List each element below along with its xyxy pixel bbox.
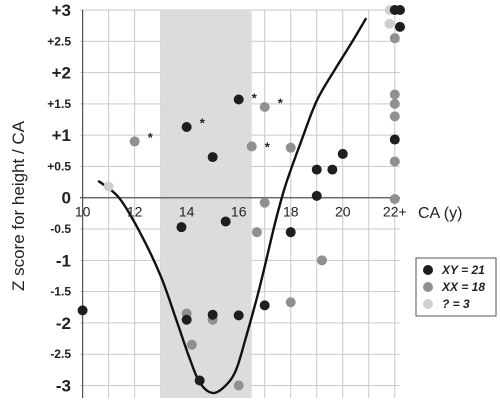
data-point	[176, 222, 187, 233]
data-point	[395, 21, 405, 32]
y-tick-label: +3	[52, 1, 71, 20]
data-point	[233, 310, 244, 321]
data-point	[311, 164, 322, 175]
data-point	[129, 136, 140, 147]
data-point	[233, 94, 244, 105]
data-point	[207, 152, 218, 163]
data-point	[389, 89, 400, 100]
legend-marker	[423, 299, 433, 309]
x-axis-label: CA (y)	[418, 205, 462, 222]
data-point	[285, 297, 296, 308]
data-point	[220, 216, 231, 227]
x-tick-label: 22+	[383, 204, 407, 220]
y-tick-label: +2	[52, 64, 71, 83]
legend-label: XY = 21	[441, 263, 485, 277]
y-tick-label: -1.5	[50, 285, 71, 299]
legend-marker	[423, 282, 433, 292]
data-point	[181, 122, 192, 133]
data-point	[186, 339, 197, 350]
data-point	[389, 134, 400, 145]
y-tick-label: +1	[52, 126, 71, 145]
data-point	[251, 227, 262, 238]
tick-labels: +3 +2.5 +2 +1.5 +1 +0.5 0 -0.5 -1 -1.5 -2 -2.5 -3 10 1…	[47, 1, 406, 395]
y-tick-label: +1.5	[47, 97, 71, 111]
data-point	[246, 141, 257, 152]
data-point	[327, 164, 338, 175]
y-tick-label: +0.5	[47, 159, 71, 173]
y-tick-label: -1	[56, 251, 71, 270]
y-axis-label: Z score for height / CA	[9, 120, 28, 291]
x-tick-label: 18	[283, 204, 299, 220]
data-point	[389, 33, 400, 44]
star-marker: *	[252, 91, 258, 106]
star-marker: *	[200, 116, 206, 131]
x-tick-label: 12	[127, 204, 143, 220]
data-point	[389, 98, 400, 109]
data-point	[389, 111, 400, 122]
data-point	[389, 156, 400, 167]
star-marker: *	[278, 96, 284, 111]
y-tick-label: -0.5	[50, 222, 71, 236]
data-point	[259, 102, 270, 112]
data-point	[285, 227, 296, 238]
data-point	[233, 380, 244, 391]
legend: XY = 21 XX = 18 ? = 3	[415, 257, 497, 317]
data-point	[207, 309, 218, 320]
data-point	[259, 300, 270, 311]
data-point	[389, 193, 400, 204]
legend-label: XX = 18	[441, 280, 485, 294]
data-point	[103, 181, 114, 192]
data-point	[181, 314, 192, 325]
star-marker: *	[265, 139, 271, 154]
data-point	[395, 5, 405, 15]
data-point	[77, 305, 88, 316]
axes	[80, 10, 400, 398]
data-point	[285, 142, 296, 153]
trend-curve-layer	[97, 17, 368, 395]
data-point	[194, 375, 205, 386]
x-tick-label: 16	[231, 204, 247, 220]
star-marker: *	[148, 130, 154, 145]
y-tick-label: 0	[62, 189, 71, 208]
y-tick-label: -2	[56, 314, 71, 333]
data-points: * * * * *	[77, 5, 405, 391]
x-tick-label: 10	[75, 204, 91, 220]
data-point	[384, 18, 395, 29]
y-tick-label: -3	[56, 376, 71, 395]
legend-label: ? = 3	[442, 297, 470, 311]
y-tick-label: +2.5	[47, 34, 71, 48]
trend-curve	[97, 17, 368, 395]
data-point	[337, 148, 348, 159]
x-tick-label: 20	[335, 204, 351, 220]
data-point	[259, 197, 270, 208]
shaded-band-rect	[160, 10, 252, 398]
y-tick-label: -2.5	[50, 347, 71, 361]
legend-marker	[423, 265, 433, 275]
data-point	[311, 190, 322, 201]
x-tick-label: 14	[179, 204, 195, 220]
shaded-band	[160, 10, 252, 398]
data-point	[316, 255, 327, 266]
